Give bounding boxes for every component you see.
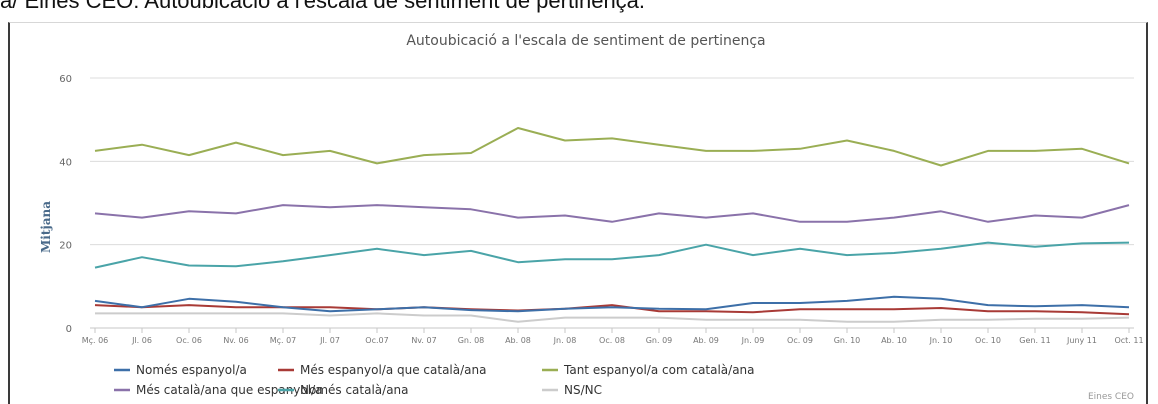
legend: Només espanyol/a Més espanyol/a que catal… (114, 363, 755, 397)
legend-label: Més català/ana que espanyol/a (136, 383, 322, 397)
legend-item-nomes-espanyol-a: Només espanyol/a (114, 363, 247, 377)
y-tick-label: 0 (66, 324, 72, 335)
line-chart: Autoubicació a l'escala de sentiment de … (10, 23, 1146, 404)
legend-label: NS/NC (564, 383, 602, 397)
x-tick-label: Gn. 09 (646, 336, 673, 345)
x-axis-ticks: Mç. 06 Jl. 06 Oc. 06 Nv. 06 Mç. 07 Jl. 07 Oc.0… (82, 328, 1144, 345)
x-tick-label: Ab. 10 (881, 336, 907, 345)
x-tick-label: Mç. 06 (82, 336, 109, 345)
x-tick-label: Juny 11 (1066, 336, 1097, 345)
legend-item-ns-nc: NS/NC (542, 383, 602, 397)
legend-label: Només català/ana (300, 383, 409, 397)
y-axis-ticks: 0 20 40 60 (59, 74, 72, 335)
x-tick-label: Oc. 09 (787, 336, 813, 345)
x-tick-label: Oc. 10 (975, 336, 1001, 345)
x-tick-label: Nv. 06 (223, 336, 248, 345)
y-axis-label: Mitjana (39, 201, 53, 253)
x-tick-label: Nv. 07 (411, 336, 436, 345)
legend-label: Només espanyol/a (136, 363, 247, 377)
series-line-tant-espanyol-a-com-catala-ana (95, 128, 1129, 166)
legend-item-mes-espanyol-a-que-catala-ana: Més espanyol/a que català/ana (278, 363, 486, 377)
x-tick-label: Ab. 09 (693, 336, 719, 345)
series-lines (95, 128, 1129, 322)
legend-label: Més espanyol/a que català/ana (300, 363, 486, 377)
y-tick-label: 60 (59, 74, 72, 85)
series-line-nomes-catala-ana (95, 243, 1129, 268)
series-line-mes-catala-ana-que-espanyol-a (95, 205, 1129, 222)
x-tick-label: Oc. 06 (176, 336, 202, 345)
figure-caption: a/ Eines CEO: Autoubicació a l'escala de… (0, 0, 645, 14)
series-line-ns-nc (95, 313, 1129, 321)
x-tick-label: Jl. 07 (319, 336, 340, 345)
y-tick-label: 20 (59, 241, 72, 252)
x-tick-label: Ab. 08 (505, 336, 531, 345)
legend-item-tant-espanyol-a-com-catala-ana: Tant espanyol/a com català/ana (542, 363, 755, 377)
x-tick-label: Mç. 07 (270, 336, 297, 345)
x-tick-label: Jn. 09 (741, 336, 765, 345)
legend-label: Tant espanyol/a com català/ana (563, 363, 755, 377)
grid-lines (90, 78, 1134, 328)
x-tick-label: Oct. 11 (1114, 336, 1143, 345)
source-credit: Eines CEO (1088, 392, 1134, 402)
y-tick-label: 40 (59, 157, 72, 168)
chart-title: Autoubicació a l'escala de sentiment de … (406, 33, 765, 49)
x-tick-label: Gn. 10 (834, 336, 861, 345)
x-tick-label: Oc.07 (365, 336, 388, 345)
x-tick-label: Jl. 06 (131, 336, 152, 345)
x-tick-label: Jn. 10 (929, 336, 953, 345)
x-tick-label: Oc. 08 (599, 336, 625, 345)
series-line-nomes-espanyol-a (95, 297, 1129, 312)
chart-frame: Autoubicació a l'escala de sentiment de … (8, 22, 1148, 404)
x-tick-label: Gn. 08 (458, 336, 485, 345)
x-tick-label: Jn. 08 (553, 336, 577, 345)
x-tick-label: Gen. 11 (1019, 336, 1050, 345)
